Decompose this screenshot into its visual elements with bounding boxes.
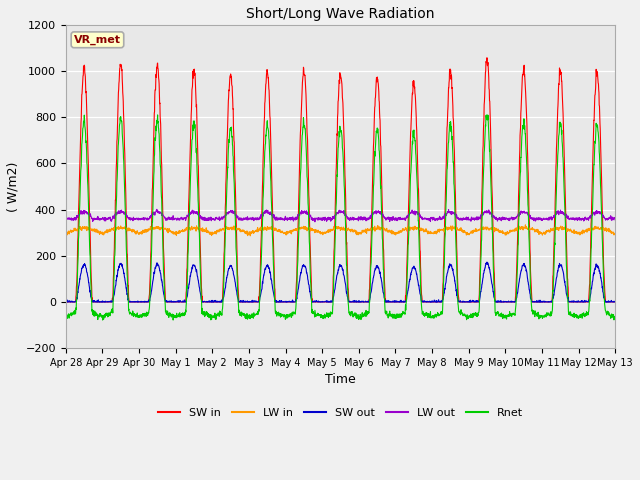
X-axis label: Time: Time bbox=[325, 373, 356, 386]
Legend: SW in, LW in, SW out, LW out, Rnet: SW in, LW in, SW out, LW out, Rnet bbox=[153, 404, 528, 423]
Y-axis label: ( W/m2): ( W/m2) bbox=[7, 161, 20, 212]
Title: Short/Long Wave Radiation: Short/Long Wave Radiation bbox=[246, 7, 435, 21]
Text: VR_met: VR_met bbox=[74, 35, 121, 45]
